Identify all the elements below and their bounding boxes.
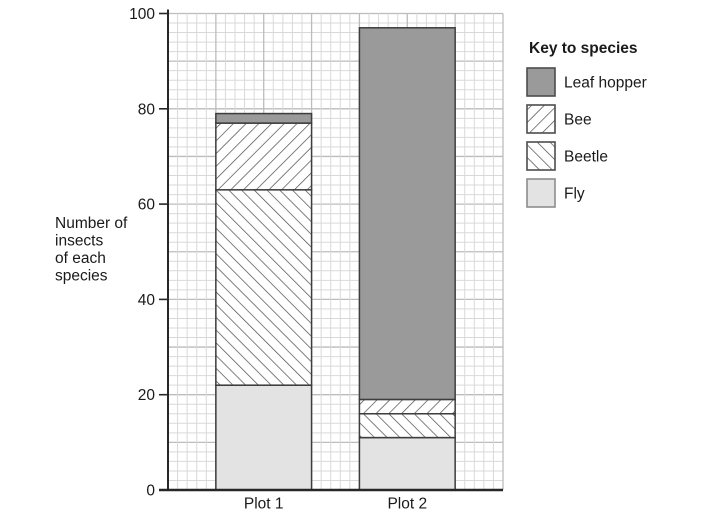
legend-swatch-bee bbox=[526, 104, 556, 134]
bar-segment-plot-1-leaf-hopper bbox=[215, 112, 313, 124]
legend-label-leaf-hopper: Leaf hopper bbox=[564, 75, 647, 92]
legend-swatch-leaf-hopper bbox=[526, 67, 556, 97]
legend-label-fly: Fly bbox=[564, 186, 585, 203]
y-tick-label-60: 60 bbox=[138, 197, 156, 214]
bar-segment-plot-1-fly bbox=[215, 384, 313, 491]
y-axis-title-line-0: Number of bbox=[55, 215, 128, 232]
bar-segment-plot-2-fly bbox=[358, 436, 456, 491]
x-category-label-plot-1: Plot 1 bbox=[244, 496, 284, 513]
y-axis-title-line-2: of each bbox=[55, 250, 106, 267]
bar-segment-plot-1-beetle bbox=[215, 189, 313, 386]
y-axis-title-line-1: insects bbox=[55, 233, 103, 250]
legend-label-bee: Bee bbox=[564, 112, 592, 129]
legend-title: Key to species bbox=[529, 40, 638, 57]
legend-swatch-beetle bbox=[526, 141, 556, 171]
y-tick-label-20: 20 bbox=[138, 387, 156, 404]
bar-segment-plot-1-bee bbox=[215, 122, 313, 191]
bar-plot-1 bbox=[215, 112, 313, 491]
legend-label-beetle: Beetle bbox=[564, 149, 608, 166]
y-tick-label-40: 40 bbox=[138, 292, 156, 309]
y-tick-label-0: 0 bbox=[146, 483, 155, 500]
bar-plot-2 bbox=[358, 27, 456, 491]
y-tick-label-100: 100 bbox=[129, 6, 155, 23]
legend: Key to species Leaf hopper Bee Beetle Fly bbox=[526, 40, 647, 208]
bar-segment-plot-2-beetle bbox=[358, 413, 456, 439]
x-category-label-plot-2: Plot 2 bbox=[387, 496, 427, 513]
y-axis-title-line-3: species bbox=[55, 268, 108, 285]
bar-segment-plot-2-leaf-hopper bbox=[358, 27, 456, 401]
y-tick-label-80: 80 bbox=[138, 101, 156, 118]
bars bbox=[215, 27, 456, 491]
legend-swatch-fly bbox=[526, 178, 556, 208]
bar-segment-plot-2-bee bbox=[358, 398, 456, 415]
